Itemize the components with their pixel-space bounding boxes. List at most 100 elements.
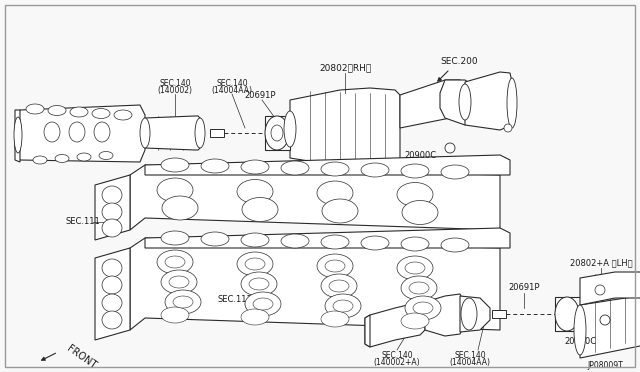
Polygon shape [130,165,500,230]
Ellipse shape [44,122,60,142]
Ellipse shape [69,122,85,142]
Polygon shape [555,297,580,331]
Text: SEC.140: SEC.140 [216,78,248,87]
Polygon shape [210,129,224,137]
Ellipse shape [245,292,281,316]
Polygon shape [580,295,640,358]
Ellipse shape [600,315,610,325]
Ellipse shape [555,297,579,331]
Text: 20900C: 20900C [564,337,596,346]
Ellipse shape [237,180,273,203]
Ellipse shape [161,307,189,323]
Ellipse shape [325,294,361,318]
Text: SEC.200: SEC.200 [440,58,477,67]
Ellipse shape [461,298,477,330]
Ellipse shape [161,231,189,245]
Ellipse shape [102,259,122,277]
Ellipse shape [157,178,193,202]
Ellipse shape [99,151,113,160]
Polygon shape [145,228,510,248]
Ellipse shape [445,143,455,153]
Ellipse shape [271,125,283,141]
Ellipse shape [241,309,269,325]
Ellipse shape [249,278,269,290]
Text: SEC.140: SEC.140 [454,350,486,359]
Ellipse shape [504,124,512,132]
Ellipse shape [413,302,433,314]
Ellipse shape [401,313,429,329]
Ellipse shape [441,165,469,179]
Polygon shape [492,310,506,318]
Ellipse shape [102,276,122,294]
Polygon shape [580,272,640,305]
Ellipse shape [281,161,309,175]
Polygon shape [15,105,145,162]
Ellipse shape [401,276,437,300]
Ellipse shape [242,198,278,221]
Ellipse shape [361,236,389,250]
Ellipse shape [459,84,471,120]
Ellipse shape [201,159,229,173]
Ellipse shape [26,104,44,114]
Text: (140002): (140002) [157,86,193,94]
Text: SEC.140: SEC.140 [381,350,413,359]
Ellipse shape [574,305,586,355]
Ellipse shape [409,282,429,294]
Polygon shape [265,116,290,150]
Ellipse shape [114,110,132,120]
Ellipse shape [329,280,349,292]
Ellipse shape [162,196,198,220]
Ellipse shape [241,160,269,174]
Ellipse shape [265,116,289,150]
Ellipse shape [325,260,345,272]
Ellipse shape [165,256,185,268]
Text: 20802〈RH〉: 20802〈RH〉 [319,64,371,73]
Text: SEC.111: SEC.111 [65,218,100,227]
Polygon shape [400,80,465,128]
Ellipse shape [157,250,193,274]
Ellipse shape [401,237,429,251]
Ellipse shape [397,256,433,280]
Polygon shape [460,296,490,332]
Ellipse shape [397,183,433,206]
Polygon shape [290,88,400,168]
Ellipse shape [237,252,273,276]
Ellipse shape [321,235,349,249]
Polygon shape [365,302,425,347]
Ellipse shape [245,258,265,270]
Ellipse shape [507,78,517,128]
Ellipse shape [361,163,389,177]
Ellipse shape [321,311,349,327]
Polygon shape [425,294,462,336]
Ellipse shape [322,199,358,223]
Text: FRONT: FRONT [65,344,98,371]
Text: (14004AA): (14004AA) [449,357,490,366]
Text: SEC.111: SEC.111 [218,295,253,305]
Ellipse shape [92,109,110,119]
Ellipse shape [77,153,91,161]
Ellipse shape [402,201,438,224]
Ellipse shape [102,294,122,312]
Polygon shape [95,248,130,340]
Text: (140002+A): (140002+A) [374,357,420,366]
Ellipse shape [33,156,47,164]
Polygon shape [440,80,485,125]
Ellipse shape [284,111,296,147]
Ellipse shape [102,186,122,204]
Ellipse shape [405,296,441,320]
Text: 20802+A 〈LH〉: 20802+A 〈LH〉 [570,259,632,267]
Polygon shape [465,72,512,130]
Ellipse shape [195,118,205,148]
Ellipse shape [55,154,69,163]
Ellipse shape [102,219,122,237]
Text: 20900C: 20900C [404,151,436,160]
Ellipse shape [165,290,201,314]
Ellipse shape [173,296,193,308]
Ellipse shape [14,117,22,153]
Ellipse shape [441,238,469,252]
Text: 20691P: 20691P [244,90,276,99]
Ellipse shape [317,254,353,278]
Ellipse shape [241,233,269,247]
Ellipse shape [102,311,122,329]
Ellipse shape [595,285,605,295]
